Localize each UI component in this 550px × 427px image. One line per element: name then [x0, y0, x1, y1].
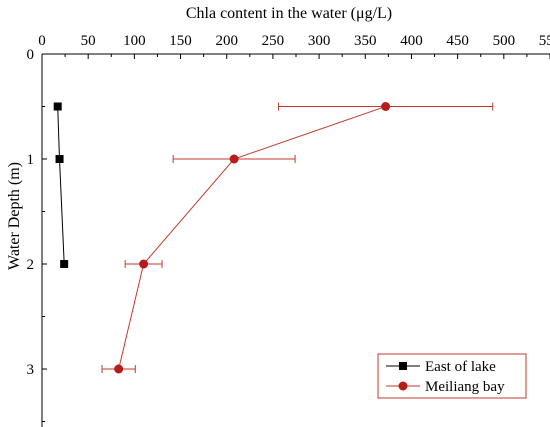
x-tick-label: 250 [262, 33, 285, 49]
legend-marker [398, 381, 408, 391]
axes: 0 50 100 150 200 250 300 350 400 450 500 550 0 1 2 3 [27, 33, 550, 427]
series-line [57, 106, 65, 265]
x-tick-label: 200 [215, 33, 238, 49]
x-tick-label: 50 [81, 33, 96, 49]
y-tick-label: 2 [27, 257, 35, 273]
legend-label: East of lake [425, 359, 496, 375]
y-tick-label: 1 [27, 152, 35, 168]
legend-box [377, 353, 527, 399]
data-point [114, 364, 124, 374]
legend: East of lake Meiliang bay [377, 353, 527, 399]
data-point [139, 259, 149, 269]
x-tick-label: 350 [354, 33, 377, 49]
legend-marker [399, 362, 407, 370]
x-tick-label: 0 [38, 33, 46, 49]
x-tick-label: 300 [308, 33, 331, 49]
x-tick-label: 100 [123, 33, 146, 49]
series-meiliang-bay [101, 102, 494, 374]
x-tick-label: 500 [493, 33, 516, 49]
x-tick-label: 150 [169, 33, 192, 49]
data-point [53, 102, 62, 111]
x-tick-label: 550 [539, 33, 550, 49]
x-tick-label: 400 [400, 33, 423, 49]
series-east-of-lake [53, 102, 69, 268]
y-axis-title: Water Depth (m) [6, 162, 23, 270]
y-tick-label: 3 [27, 362, 35, 378]
series-line [118, 106, 386, 370]
data-point [381, 102, 391, 111]
y-tick-label: 0 [27, 47, 35, 63]
data-point [229, 154, 239, 164]
legend-label: Meiliang bay [425, 379, 505, 395]
x-tick-label: 450 [446, 33, 469, 49]
data-point [60, 260, 69, 268]
x-axis-title: Chla content in the water (μg/L) [186, 5, 392, 22]
series-layer [53, 102, 494, 374]
data-point [55, 155, 64, 163]
